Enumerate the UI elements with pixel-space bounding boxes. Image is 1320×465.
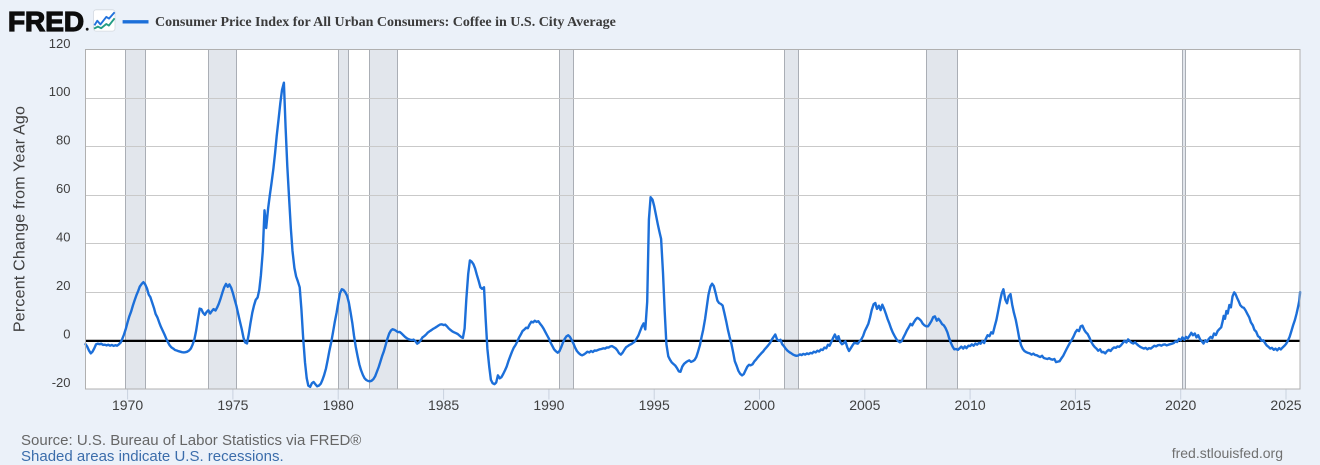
- svg-text:1985: 1985: [428, 397, 459, 413]
- svg-text:Shaded areas indicate U.S. rec: Shaded areas indicate U.S. recessions.: [21, 448, 284, 465]
- svg-text:Source: U.S. Bureau of Labor S: Source: U.S. Bureau of Labor Statistics …: [21, 432, 361, 449]
- svg-text:20: 20: [56, 278, 70, 293]
- svg-text:2000: 2000: [744, 397, 775, 413]
- svg-text:1970: 1970: [112, 397, 143, 413]
- svg-text:FRED: FRED: [8, 6, 84, 37]
- svg-text:100: 100: [49, 84, 71, 99]
- svg-text:1990: 1990: [533, 397, 564, 413]
- svg-text:Consumer Price Index for All U: Consumer Price Index for All Urban Consu…: [155, 15, 616, 30]
- svg-text:fred.stlouisfed.org: fred.stlouisfed.org: [1172, 445, 1283, 461]
- svg-text:1980: 1980: [323, 397, 354, 413]
- svg-text:2005: 2005: [849, 397, 880, 413]
- svg-text:40: 40: [56, 230, 70, 245]
- svg-text:120: 120: [49, 36, 71, 51]
- svg-text:Percent Change from Year Ago: Percent Change from Year Ago: [12, 106, 29, 332]
- svg-text:2025: 2025: [1270, 397, 1301, 413]
- svg-text:2020: 2020: [1165, 397, 1196, 413]
- svg-text:80: 80: [56, 133, 70, 148]
- svg-text:1995: 1995: [639, 397, 670, 413]
- svg-text:-20: -20: [52, 375, 71, 390]
- svg-text:2015: 2015: [1060, 397, 1091, 413]
- svg-text:0: 0: [63, 326, 70, 341]
- svg-text:60: 60: [56, 181, 70, 196]
- svg-text:1975: 1975: [217, 397, 248, 413]
- svg-text:2010: 2010: [955, 397, 986, 413]
